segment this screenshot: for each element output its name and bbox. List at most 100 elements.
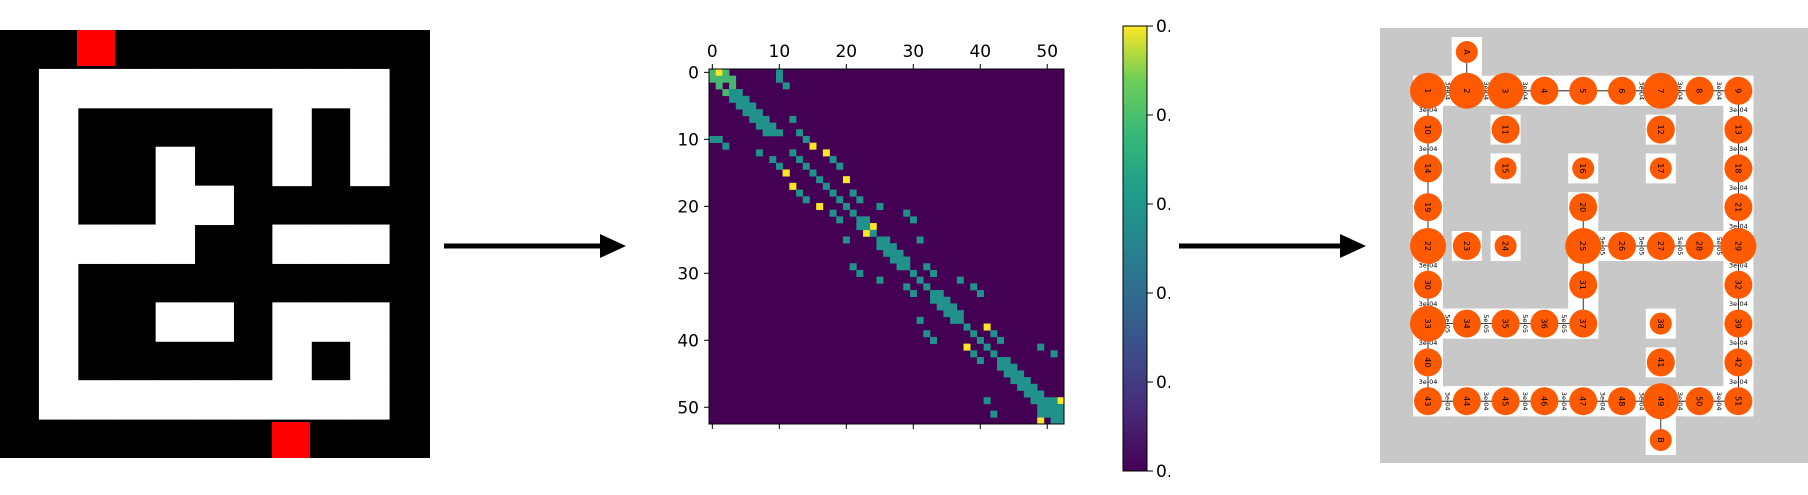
heatmap-cell <box>943 303 951 311</box>
graph-node <box>1491 115 1520 144</box>
heatmap-cell <box>755 149 763 157</box>
heatmap-cell <box>709 75 716 83</box>
edge-weight-label: 3e-04 <box>1729 339 1748 347</box>
heatmap-cell <box>1030 390 1038 398</box>
graph-node-label: 22 <box>1423 241 1432 251</box>
maze-open-cell <box>155 302 196 342</box>
maze-open-cell <box>272 68 312 109</box>
heatmap-cell <box>782 169 790 177</box>
heatmap-cell <box>1043 403 1051 411</box>
heatmap-cell <box>849 263 857 271</box>
maze-open-cell <box>38 185 79 226</box>
heatmap-cell <box>735 102 743 110</box>
graph-node <box>1569 76 1598 105</box>
colorbar-tick-label: 0.2 <box>1156 284 1170 304</box>
heatmap-cell <box>956 316 964 324</box>
maze-open-cell <box>272 302 312 342</box>
edge-weight-label: 3e-04 <box>1729 184 1748 192</box>
heatmap-cell <box>876 276 884 284</box>
heatmap-cell <box>856 196 864 204</box>
graph-node-label: 42 <box>1733 357 1742 367</box>
graph-node-label: 14 <box>1423 163 1432 173</box>
maze-open-cell <box>350 341 390 381</box>
maze-open-cell <box>155 68 196 109</box>
maze-open-cell <box>38 302 79 342</box>
heatmap-cell <box>1043 397 1051 405</box>
heatmap-cell <box>983 397 991 405</box>
maze-start-marker <box>77 30 115 66</box>
heatmap-cell <box>849 209 857 217</box>
graph-node-label: 13 <box>1733 125 1742 135</box>
heatmap-cell <box>990 410 998 418</box>
heatmap-cell <box>775 162 783 170</box>
edge-weight-label: 3e-04 <box>1419 300 1438 308</box>
heatmap-cell <box>909 290 917 298</box>
heatmap-cell <box>950 310 958 318</box>
maze-open-cell <box>194 185 234 226</box>
heatmap-cell <box>909 269 917 277</box>
heatmap-cell <box>1037 343 1045 351</box>
maze-open-cell <box>272 380 312 420</box>
heatmap-cell <box>796 189 804 197</box>
maze-open-cell <box>350 302 390 342</box>
heatmap-cell <box>930 296 938 304</box>
maze-open-cell <box>194 68 234 109</box>
adjacency-heatmap: 0 10 20 30 40 50 0 10 20 30 40 50 0.0 0.1 0.2 0.3 0.4 0.… <box>660 0 1183 491</box>
maze-open-cell <box>77 380 118 420</box>
graph-node-label: 8 <box>1695 88 1704 93</box>
maze-open-cell <box>350 107 390 148</box>
graph-node <box>1649 312 1672 335</box>
graph-node <box>1720 228 1757 264</box>
graph-node <box>1724 348 1753 377</box>
heatmap-cell <box>896 263 904 271</box>
maze-open-cell <box>194 380 234 420</box>
edge-weight-label: 3e-04 <box>1729 378 1748 386</box>
graph-node <box>1494 157 1517 180</box>
heatmap-cell <box>769 122 777 130</box>
heatmap-cell <box>1030 397 1038 405</box>
heatmap-cell <box>903 209 911 217</box>
graph-node-label: 26 <box>1617 241 1626 251</box>
colorbar-gradient <box>1122 25 1148 472</box>
graph-node <box>1414 348 1442 377</box>
graph-node <box>1530 387 1559 416</box>
heatmap-cell <box>842 236 850 244</box>
edge-weight-label: 3e-04 <box>1637 81 1645 100</box>
graph-node-label: 30 <box>1423 280 1432 290</box>
edge-weight-label: 3e-04 <box>1729 106 1748 114</box>
heatmap-cell <box>849 189 857 197</box>
arrow-right-icon <box>1179 234 1366 258</box>
maze-end-marker <box>272 422 310 458</box>
heatmap-cell <box>976 357 984 365</box>
y-tick-label: 0 <box>688 63 699 83</box>
edge-weight-label: 3e-04 <box>1637 392 1645 411</box>
edge-weight-label: 5e-05 <box>1715 237 1723 256</box>
heatmap-cell <box>749 115 757 123</box>
edge-weight-label: 3e-04 <box>1715 392 1723 411</box>
heatmap-cell <box>883 249 891 257</box>
heatmap-cell <box>755 122 763 130</box>
heatmap-cell <box>990 330 998 338</box>
heatmap-cell <box>970 350 978 358</box>
maze-open-cell <box>311 380 351 420</box>
heatmap-cell <box>889 256 897 264</box>
heatmap-cell <box>729 95 737 103</box>
graph-node <box>1685 232 1714 260</box>
graph-node-label: 47 <box>1578 396 1587 406</box>
graph-node-label: 23 <box>1462 241 1471 251</box>
heatmap-cell <box>909 216 917 224</box>
maze-open-cell <box>155 224 196 264</box>
graph-node <box>1646 115 1675 144</box>
heatmap-cell <box>796 156 804 164</box>
heatmap-cell <box>809 142 817 150</box>
heatmap-cell <box>775 75 783 83</box>
heatmap-cell <box>896 256 904 264</box>
graph-node-label: 50 <box>1695 396 1704 406</box>
heatmap-cell <box>1050 403 1058 411</box>
heatmap-cell <box>722 142 730 150</box>
heatmap-cell <box>762 122 770 130</box>
heatmap-cell <box>903 263 911 271</box>
heatmap-cell <box>735 95 743 103</box>
edge-weight-label: 3e-04 <box>1419 145 1438 153</box>
heatmap-cell <box>729 82 737 90</box>
